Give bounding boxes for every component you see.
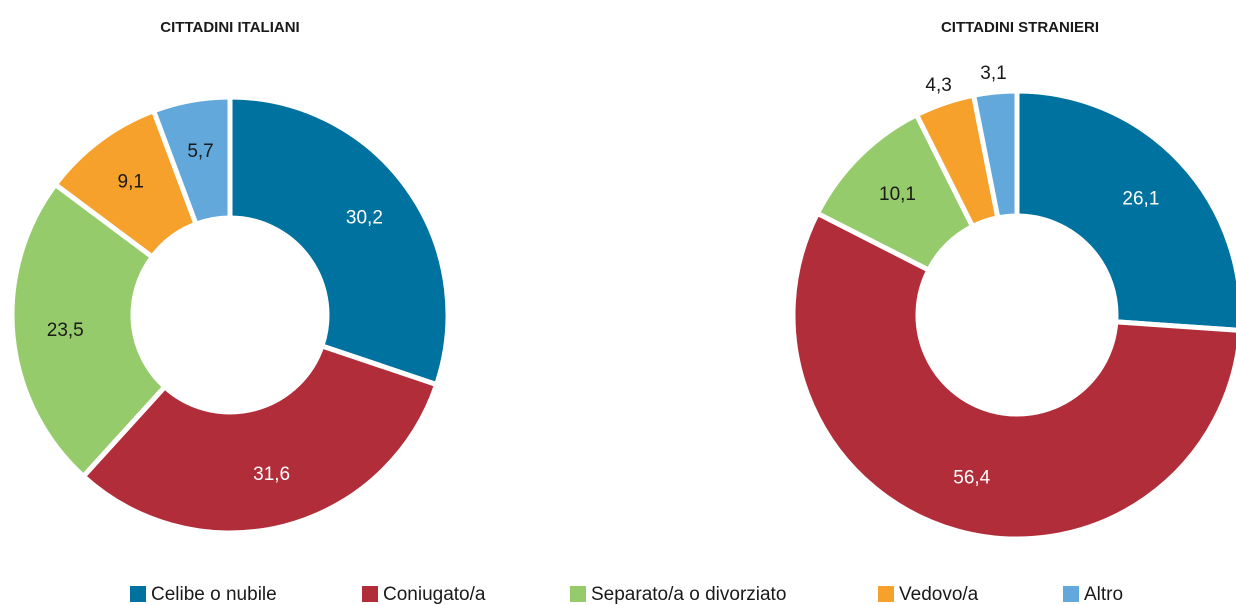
data-label: 30,2 bbox=[346, 207, 383, 228]
data-label: 5,7 bbox=[187, 141, 213, 162]
donut-slice bbox=[1014, 88, 1236, 333]
data-label: 31,6 bbox=[253, 464, 290, 485]
data-label: 23,5 bbox=[47, 320, 84, 341]
data-label: 4,3 bbox=[925, 75, 951, 96]
data-label: 9,1 bbox=[118, 172, 144, 193]
legend-label: Altro bbox=[1084, 584, 1123, 605]
donut-slice bbox=[150, 94, 233, 228]
legend-label: Separato/a o divorziato bbox=[591, 584, 786, 605]
legend-label: Coniugato/a bbox=[383, 584, 486, 605]
donut-slice bbox=[790, 209, 1236, 542]
donut-slice bbox=[9, 180, 169, 480]
data-label: 26,1 bbox=[1122, 188, 1159, 209]
legend-swatch bbox=[1063, 586, 1079, 602]
chart-title: CITTADINI STRANIERI bbox=[941, 19, 1099, 36]
donut-slice bbox=[970, 88, 1020, 221]
legend-swatch bbox=[130, 586, 146, 602]
legend-label: Celibe o nubile bbox=[151, 584, 277, 605]
legend-swatch bbox=[570, 586, 586, 602]
data-label: 56,4 bbox=[953, 467, 990, 488]
donut-slice bbox=[227, 94, 451, 388]
data-label: 3,1 bbox=[980, 63, 1006, 84]
legend-swatch bbox=[362, 586, 378, 602]
legend-swatch bbox=[878, 586, 894, 602]
data-label: 10,1 bbox=[879, 184, 916, 205]
chart-title: CITTADINI ITALIANI bbox=[160, 19, 299, 36]
donut-slice bbox=[79, 342, 440, 536]
legend-label: Vedovo/a bbox=[899, 584, 979, 605]
